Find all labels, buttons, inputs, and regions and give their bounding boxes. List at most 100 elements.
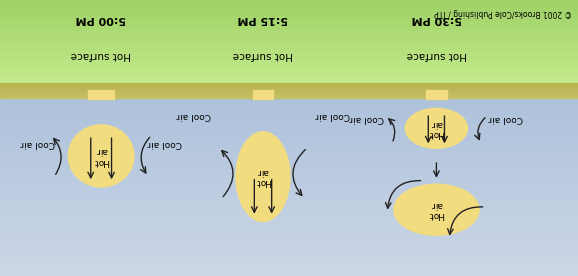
Bar [0,109,578,112]
Bar [0,226,578,230]
Bar [0,81,578,83]
Bar [0,31,578,33]
Text: Cool air: Cool air [350,114,384,123]
Text: Cool air: Cool air [176,112,211,120]
Text: © 2001 Brooks/Cole Publishing / ITP: © 2001 Brooks/Cole Publishing / ITP [435,8,572,17]
Text: Cool air: Cool air [147,139,182,148]
Bar [0,20,578,22]
Bar [0,10,578,12]
Bar [0,144,578,148]
Bar [0,51,578,53]
Ellipse shape [393,184,480,236]
Bar [0,28,578,30]
Text: Hot
air: Hot air [428,119,444,138]
Bar [0,219,578,222]
Bar [0,83,578,84]
Bar [0,90,578,91]
Bar [0,265,578,269]
Bar [0,89,578,90]
Bar [0,102,578,105]
Bar [0,70,578,71]
Bar [0,2,578,3]
Bar [0,40,578,41]
Bar [0,105,578,109]
Text: Hot
air: Hot air [255,167,271,186]
Bar [0,184,578,187]
Bar [0,269,578,272]
Bar [0,126,578,130]
Bar [0,180,578,184]
Bar [0,233,578,237]
Bar [0,63,578,65]
Bar [0,88,578,89]
Bar [0,0,578,2]
Bar [0,166,578,169]
Text: Cool air: Cool air [20,139,55,148]
Bar [0,7,578,8]
Bar [0,53,578,55]
Ellipse shape [235,131,291,222]
Bar [0,244,578,248]
Bar [0,78,578,79]
Bar [0,85,578,86]
Text: Hot surface: Hot surface [71,50,131,60]
Bar [0,30,578,31]
Bar [0,173,578,176]
Bar [0,237,578,240]
Bar [0,91,578,92]
Text: 5:15 PM: 5:15 PM [238,14,288,24]
Bar [0,130,578,134]
Bar [0,43,578,45]
Text: Hot
air: Hot air [428,200,444,219]
Bar [0,26,578,28]
Bar [0,92,578,93]
Bar [0,262,578,265]
Bar [0,50,578,51]
Text: Hot
air: Hot air [93,146,109,166]
Bar [0,71,578,73]
Bar [0,216,578,219]
Bar [0,87,578,88]
Bar [0,94,578,95]
Bar [0,158,578,162]
Text: Hot surface: Hot surface [233,50,293,60]
Bar [0,205,578,208]
Bar [0,119,578,123]
Bar [0,97,578,98]
Bar [0,90,578,91]
Bar [0,76,578,78]
Bar [0,17,578,18]
Bar [0,33,578,35]
Bar [0,251,578,255]
Bar [0,258,578,262]
Bar [0,66,578,68]
Bar [0,137,578,141]
Bar [0,5,578,7]
Bar [0,36,578,38]
Bar [0,55,578,56]
Bar [0,86,578,87]
Bar [0,3,578,5]
Bar [0,73,578,75]
Bar [0,116,578,119]
Bar [0,98,578,102]
Bar [0,15,578,17]
Bar [0,190,578,194]
Text: Hot surface: Hot surface [406,50,466,60]
Bar [0,208,578,212]
Bar [0,151,578,155]
Bar [0,41,578,43]
Text: 5:30 PM: 5:30 PM [411,14,462,24]
Bar [0,23,578,25]
Bar [0,112,578,116]
Text: Cool air: Cool air [315,112,350,120]
Bar [0,272,578,276]
Text: Cool air: Cool air [488,114,523,123]
Bar [0,187,578,190]
Bar [88,90,114,99]
Bar [0,212,578,216]
Bar [0,46,578,48]
Ellipse shape [405,108,468,149]
Bar [0,148,578,151]
Bar [0,134,578,137]
